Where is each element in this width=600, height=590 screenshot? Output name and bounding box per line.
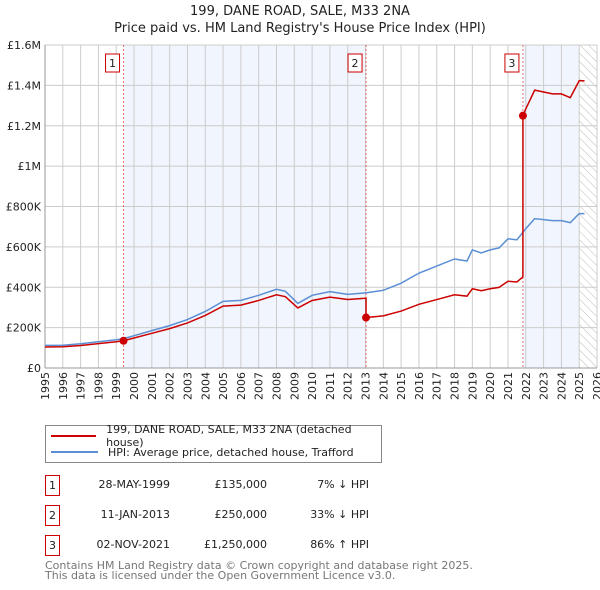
transaction-hpi-diff: 33% ↓ HPI: [310, 508, 369, 521]
chart-subtitle: Price paid vs. HM Land Registry's House …: [114, 21, 486, 36]
x-tick-label: 2019: [466, 372, 479, 400]
transaction-number: 2: [45, 505, 60, 526]
x-tick-label: 2002: [164, 372, 177, 400]
price-chart: 1995 1996 1997 1998 1999 2000 2001 2002 2003 2004…: [6, 39, 600, 400]
x-tick-label: 2011: [324, 372, 337, 400]
transaction-number: 3: [45, 535, 60, 556]
transaction-hpi-diff: 7% ↓ HPI: [317, 478, 369, 491]
y-tick-label: £0: [27, 362, 41, 375]
x-tick-label: 2016: [413, 372, 426, 400]
x-tick-label: 2018: [449, 372, 462, 400]
y-tick-label: £1M: [18, 160, 42, 173]
x-tick-label: 2001: [146, 372, 159, 400]
x-tick-label: 2020: [484, 372, 497, 400]
x-tick-label: 2026: [591, 372, 600, 400]
sale-point: [518, 111, 527, 120]
legend-swatch-red: [51, 435, 97, 437]
transaction-date: 11-JAN-2013: [100, 508, 170, 521]
sale-label-box: [105, 53, 121, 73]
legend-swatch-blue: [51, 451, 98, 453]
y-tick-label: £800K: [6, 201, 42, 214]
x-tick-label: 1999: [110, 372, 123, 400]
transaction-hpi-diff: 86% ↑ HPI: [310, 538, 369, 551]
x-tick-label: 1998: [92, 372, 105, 400]
footer-copyright: Contains HM Land Registry data © Crown c…: [45, 559, 473, 572]
sale-label: 1: [109, 57, 116, 70]
transaction-row: 3 02-NOV-2021 £1,250,000 86% ↑ HPI: [45, 535, 375, 556]
x-tick-label: 2009: [288, 372, 301, 400]
y-tick-label: £200K: [6, 322, 42, 335]
x-tick-label: 2015: [395, 372, 408, 400]
x-tick-label: 2005: [217, 372, 230, 400]
y-tick-label: £1.6M: [7, 39, 41, 52]
sale-label-box: [347, 53, 363, 73]
x-tick-label: 2021: [502, 372, 515, 400]
legend-label: HPI: Average price, detached house, Traf…: [108, 445, 354, 459]
x-tick-label: 2010: [306, 372, 319, 400]
transaction-price: £250,000: [214, 508, 268, 521]
x-tick-label: 2024: [555, 372, 568, 400]
sale-point: [119, 336, 128, 345]
x-tick-label: 2025: [573, 372, 586, 400]
transaction-date: 02-NOV-2021: [96, 538, 170, 551]
x-tick-label: 2022: [520, 372, 533, 400]
chart-title: 199, DANE ROAD, SALE, M33 2NA: [190, 4, 410, 19]
x-tick-label: 2000: [128, 372, 141, 400]
x-tick-label: 2004: [199, 372, 212, 400]
transaction-row: 1 28-MAY-1999 £135,000 7% ↓ HPI: [45, 475, 375, 496]
y-tick-label: £600K: [6, 241, 42, 254]
legend: 199, DANE ROAD, SALE, M33 2NA (detached …: [45, 423, 382, 463]
legend-item-property: 199, DANE ROAD, SALE, M33 2NA (detached …: [51, 423, 381, 449]
y-tick-label: £400K: [6, 281, 42, 294]
x-tick-label: 1997: [75, 372, 88, 400]
x-tick-label: 2023: [538, 372, 551, 400]
footer-licence: This data is licensed under the Open Gov…: [45, 569, 396, 582]
x-tick-label: 2013: [360, 372, 373, 400]
transaction-number: 1: [45, 475, 60, 496]
x-tick-label: 2003: [181, 372, 194, 400]
transaction-price: £135,000: [214, 478, 268, 491]
legend-item-hpi: HPI: Average price, detached house, Traf…: [51, 445, 354, 459]
sale-label: 2: [352, 57, 359, 70]
y-tick-label: £1.4M: [7, 79, 41, 92]
transaction-price: £1,250,000: [204, 538, 267, 551]
x-tick-label: 2017: [431, 372, 444, 400]
transaction-row: 2 11-JAN-2013 £250,000 33% ↓ HPI: [45, 505, 375, 526]
sale-label-box: [504, 53, 520, 73]
x-tick-label: 2012: [342, 372, 355, 400]
x-tick-label: 1996: [57, 372, 70, 400]
transaction-date: 28-MAY-1999: [98, 478, 170, 491]
x-tick-label: 1995: [39, 372, 52, 400]
x-tick-label: 2014: [377, 372, 390, 400]
y-tick-label: £1.2M: [7, 120, 41, 133]
sale-point: [362, 313, 371, 322]
legend-label: 199, DANE ROAD, SALE, M33 2NA (detached …: [106, 423, 352, 449]
sale-label: 3: [508, 57, 515, 70]
x-tick-label: 2006: [235, 372, 248, 400]
x-tick-label: 2008: [270, 372, 283, 400]
x-tick-label: 2007: [253, 372, 266, 400]
hpi-line: [44, 212, 585, 347]
